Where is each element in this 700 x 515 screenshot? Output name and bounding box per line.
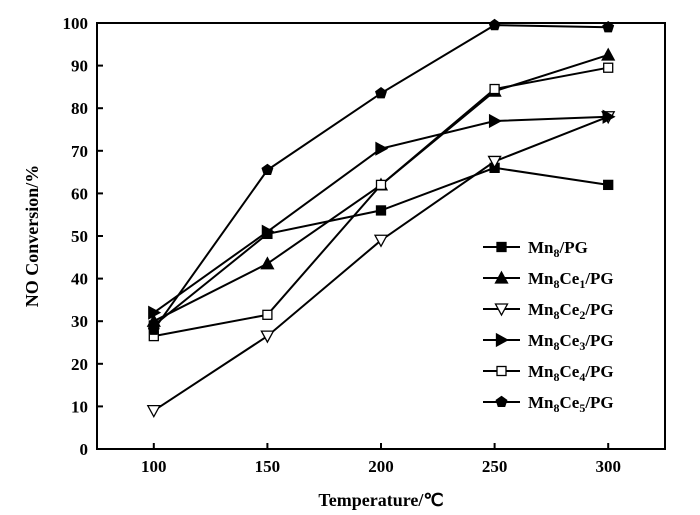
y-tick-label: 10 [71, 397, 88, 416]
data-point [487, 155, 502, 169]
data-point [603, 179, 614, 191]
legend-item: Mn8Ce5/PG [483, 393, 614, 415]
y-tick-label: 60 [71, 184, 88, 203]
legend-marker [495, 395, 508, 408]
legend-label: Mn8Ce3/PG [528, 331, 614, 353]
data-point [373, 234, 389, 248]
data-point [375, 86, 387, 99]
legend-label: Mn8Ce1/PG [528, 269, 614, 291]
y-tick-label: 100 [63, 14, 89, 33]
series-layer [146, 18, 616, 419]
data-point [147, 323, 160, 335]
y-tick-label: 70 [71, 142, 88, 161]
data-point [375, 141, 389, 156]
y-tick-label: 0 [80, 440, 89, 459]
series-5 [148, 62, 614, 342]
x-tick-label: 100 [141, 457, 167, 476]
y-tick-label: 50 [71, 227, 88, 246]
series-6 [147, 18, 615, 335]
x-tick-label: 300 [595, 457, 621, 476]
y-tick-label: 40 [71, 270, 88, 289]
data-point [375, 205, 387, 216]
data-point [146, 405, 161, 419]
legend-marker [494, 270, 509, 284]
legend-marker [496, 241, 507, 253]
data-point [260, 330, 275, 344]
y-tick-label: 80 [71, 99, 88, 118]
legend-item: Mn8Ce3/PG [483, 331, 614, 353]
series-4 [148, 109, 616, 320]
legend-marker [496, 365, 507, 377]
series-line [153, 66, 609, 338]
x-tick-label: 250 [482, 457, 508, 476]
legend-item: Mn8Ce2/PG [483, 300, 614, 322]
legend-item: Mn8Ce4/PG [483, 362, 614, 384]
data-point [488, 113, 502, 129]
data-point [603, 62, 614, 73]
legend-item: Mn8/PG [483, 238, 588, 260]
legend-label: Mn8Ce5/PG [528, 393, 614, 415]
data-point [148, 305, 162, 320]
x-axis-title: Temperature/℃ [318, 490, 443, 510]
data-point [488, 18, 501, 31]
data-point [262, 309, 273, 320]
data-point [602, 20, 615, 33]
legend: Mn8/PG Mn8Ce1/PG Mn8Ce2/PG Mn8Ce3/PG Mn8Ce4/… [483, 238, 614, 415]
legend-label: Mn8Ce4/PG [528, 362, 614, 384]
data-point [261, 163, 274, 176]
y-tick-label: 90 [71, 57, 88, 76]
axes: 0 10 20 30 40 50 60 70 80 90 100 100 150 200 250 300 [63, 14, 666, 476]
data-point [261, 224, 275, 239]
legend-label: Mn8Ce2/PG [528, 300, 614, 322]
y-axis-title: NO Conversion/% [22, 165, 42, 308]
y-tick-label: 20 [71, 355, 88, 374]
y-tick-label: 30 [71, 312, 88, 331]
legend-marker [494, 303, 509, 317]
data-point [375, 179, 387, 191]
data-point [602, 109, 616, 124]
data-point [601, 47, 616, 61]
data-point [260, 256, 275, 270]
x-tick-label: 150 [255, 457, 281, 476]
data-point [489, 83, 500, 95]
legend-label: Mn8/PG [528, 238, 588, 260]
x-tick-label: 200 [368, 457, 394, 476]
legend-marker [495, 332, 509, 348]
legend-item: Mn8Ce1/PG [483, 269, 614, 291]
